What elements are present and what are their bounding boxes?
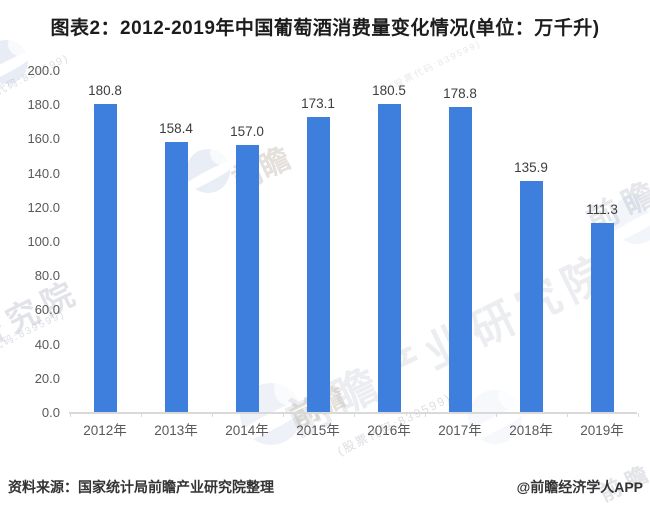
bar-value-label: 157.0: [230, 123, 264, 139]
y-axis-tick-label: 140.0: [27, 165, 60, 181]
bar-2016年: [378, 104, 401, 413]
bar-2015年: [307, 116, 330, 413]
bar-value-label: 135.9: [514, 159, 548, 175]
axis-tick-mark: [282, 413, 284, 417]
x-axis-tick-label: 2013年: [154, 423, 198, 438]
bar-value-label: 173.1: [301, 95, 335, 111]
x-axis-tick-label: 2017年: [438, 423, 482, 438]
axis-tick-mark: [495, 413, 497, 417]
bar-2017年: [449, 107, 472, 413]
y-axis-tick-label: 120.0: [27, 199, 60, 215]
bar-value-label: 180.5: [372, 83, 406, 99]
y-axis-tick-label: 100.0: [27, 234, 60, 249]
axis-tick-mark: [353, 413, 355, 417]
bar-2014年: [236, 144, 259, 413]
x-axis-tick-label: 2014年: [225, 423, 269, 438]
bar-2019年: [591, 222, 614, 413]
y-axis-tick-label: 200.0: [27, 63, 60, 78]
x-axis-tick-label: 2016年: [367, 423, 411, 438]
axis-tick-mark: [211, 413, 213, 417]
bar-value-label: 180.8: [88, 82, 122, 98]
bar-value-label: 158.4: [159, 121, 193, 137]
x-axis-line: [69, 412, 637, 414]
y-axis-tick-label: 160.0: [27, 131, 60, 147]
y-axis-tick-label: 40.0: [34, 336, 60, 352]
bar-value-label: 178.8: [443, 86, 477, 102]
axis-tick-mark: [637, 413, 639, 417]
y-axis-tick-label: 60.0: [34, 302, 60, 318]
bar-value-label: 111.3: [586, 201, 618, 217]
x-axis-tick-label: 2015年: [296, 423, 340, 438]
y-axis-tick-label: 80.0: [34, 268, 60, 284]
bar-2018年: [520, 180, 543, 413]
y-axis-tick-label: 20.0: [34, 370, 60, 386]
y-axis-tick-label: 0.0: [41, 405, 60, 420]
credit-note: @前瞻经济学人APP: [516, 479, 643, 495]
bar-2012年: [94, 103, 117, 413]
x-axis-tick-label: 2018年: [509, 423, 553, 438]
axis-tick-mark: [424, 413, 426, 417]
axis-tick-mark: [566, 413, 568, 417]
x-axis-tick-label: 2012年: [83, 423, 127, 438]
watermark-brand-text: 前瞻: [227, 142, 296, 198]
bar-2013年: [165, 142, 188, 413]
axis-tick-mark: [69, 413, 71, 417]
source-note: 资料来源：国家统计局前瞻产业研究院整理: [8, 479, 274, 495]
globe-watermark-icon: [186, 149, 230, 193]
y-axis-tick-label: 180.0: [27, 97, 60, 113]
axis-tick-mark: [140, 413, 142, 417]
x-axis-tick-label: 2019年: [580, 423, 624, 438]
chart-title: 图表2：2012-2019年中国葡萄酒消费量变化情况(单位：万千升): [50, 18, 600, 39]
